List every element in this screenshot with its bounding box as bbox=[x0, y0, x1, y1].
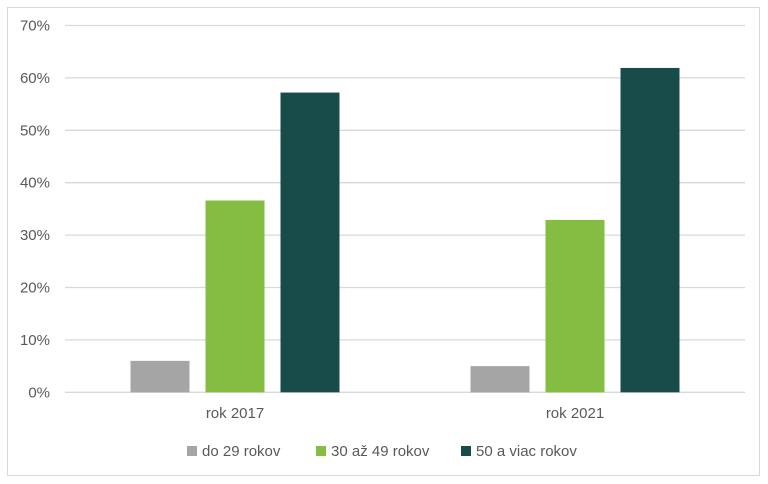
legend-label: 30 až 49 rokov bbox=[331, 443, 430, 460]
legend-swatch bbox=[316, 446, 326, 456]
bar-do-29-rokov-rok-2021 bbox=[470, 366, 530, 393]
legend-label: 50 a viac rokov bbox=[476, 443, 577, 460]
x-category-label: rok 2021 bbox=[546, 405, 604, 422]
bar-50-a-viac-rokov-rok-2017 bbox=[280, 92, 340, 393]
bar-do-29-rokov-rok-2017 bbox=[130, 360, 190, 393]
y-tick-label: 50% bbox=[20, 122, 50, 139]
chart-frame bbox=[7, 7, 760, 476]
bar-50-a-viac-rokov-rok-2021 bbox=[620, 67, 680, 393]
y-tick-label: 20% bbox=[20, 280, 50, 297]
x-category-label: rok 2017 bbox=[206, 405, 264, 422]
legend-swatch bbox=[187, 446, 197, 456]
y-tick-label: 0% bbox=[28, 384, 50, 401]
y-tick-label: 60% bbox=[20, 70, 50, 87]
bar-30-až-49-rokov-rok-2017 bbox=[205, 200, 265, 393]
legend-label: do 29 rokov bbox=[202, 443, 281, 460]
y-tick-label: 10% bbox=[20, 332, 50, 349]
bar-30-až-49-rokov-rok-2021 bbox=[545, 219, 605, 393]
y-tick-label: 30% bbox=[20, 227, 50, 244]
y-tick-label: 40% bbox=[20, 175, 50, 192]
legend-swatch bbox=[461, 446, 471, 456]
y-tick-label: 70% bbox=[20, 18, 50, 35]
